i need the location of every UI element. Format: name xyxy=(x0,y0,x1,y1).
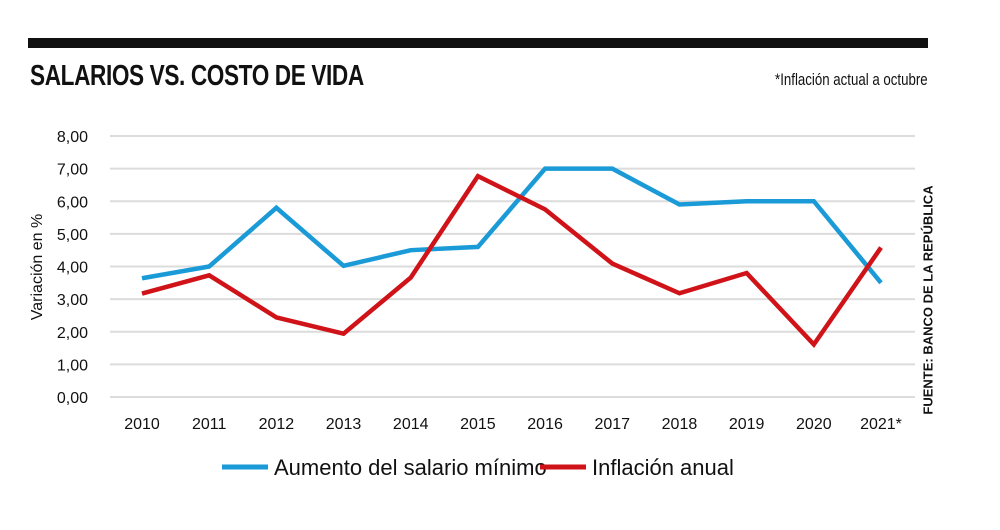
y-tick-label: 3,00 xyxy=(57,292,88,309)
legend-label: Inflación anual xyxy=(592,455,734,480)
x-tick-label: 2017 xyxy=(594,416,630,433)
y-tick-label: 7,00 xyxy=(57,162,88,179)
y-tick-label: 2,00 xyxy=(57,325,88,342)
chart-title: SALARIOS VS. COSTO DE VIDA xyxy=(30,60,364,92)
x-tick-label: 2020 xyxy=(796,416,832,433)
x-tick-label: 2018 xyxy=(662,416,698,433)
y-tick-label: 6,00 xyxy=(57,194,88,211)
series-line-salario xyxy=(141,166,883,285)
x-tick-label: 2015 xyxy=(460,416,496,433)
x-tick-label: 2011 xyxy=(192,416,227,433)
x-tick-label: 2021* xyxy=(860,416,902,433)
legend-label: Aumento del salario mínimo xyxy=(274,455,547,480)
series-line-inflacion xyxy=(141,173,883,349)
x-tick-label: 2014 xyxy=(393,416,429,433)
y-tick-label: 8,00 xyxy=(57,129,88,146)
x-tick-label: 2016 xyxy=(527,416,563,433)
y-axis-label: Variación en % xyxy=(29,214,46,320)
x-tick-label: 2019 xyxy=(729,416,765,433)
y-tick-label: 0,00 xyxy=(57,390,88,407)
y-tick-label: 4,00 xyxy=(57,260,88,277)
chart-note: *Inflación actual a octubre xyxy=(775,70,928,89)
header-bar xyxy=(28,38,928,48)
x-tick-label: 2012 xyxy=(259,416,295,433)
y-tick-label: 5,00 xyxy=(57,227,88,244)
x-tick-label: 2013 xyxy=(326,416,362,433)
x-tick-label: 2010 xyxy=(124,416,160,433)
y-tick-label: 1,00 xyxy=(57,357,88,374)
